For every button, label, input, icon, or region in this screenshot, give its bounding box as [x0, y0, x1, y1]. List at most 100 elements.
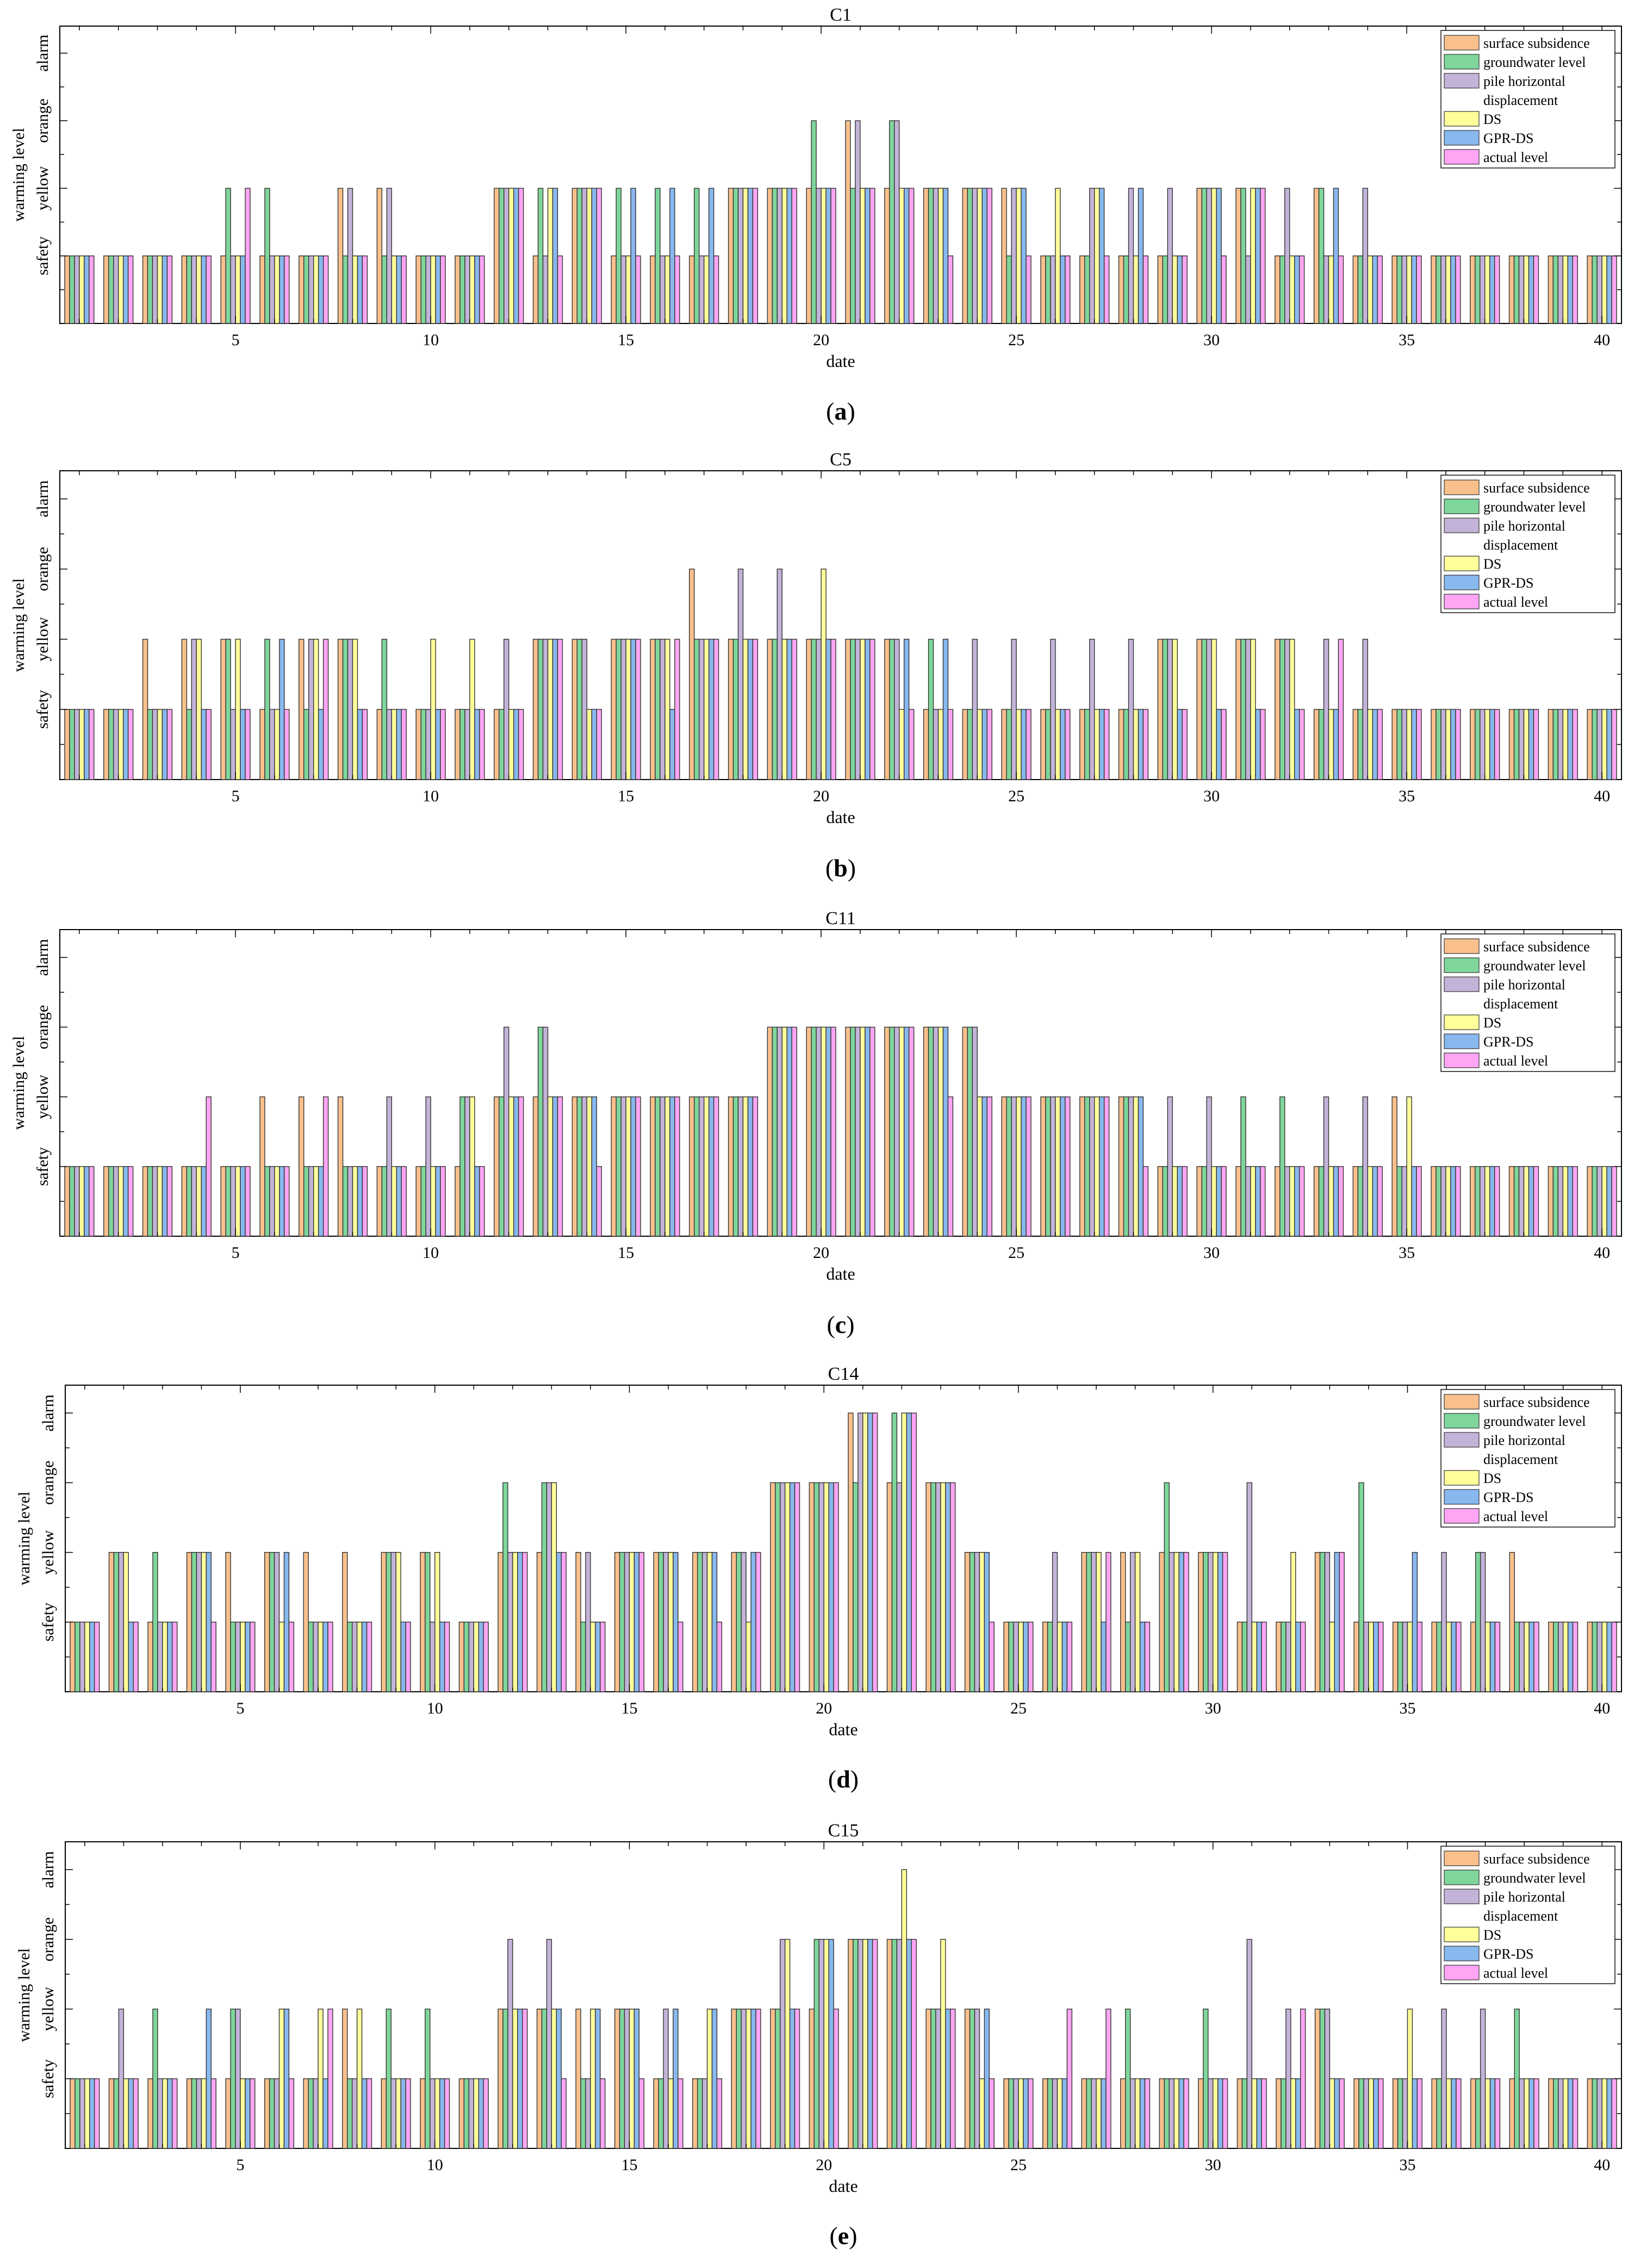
bar	[362, 709, 368, 780]
bar	[1061, 1622, 1068, 1692]
bar	[789, 1482, 796, 1692]
bar	[964, 2008, 971, 2149]
bar	[933, 1026, 939, 1237]
bar	[196, 1166, 202, 1237]
bar	[240, 255, 246, 324]
bar	[697, 1552, 703, 1692]
bar	[828, 1939, 834, 2149]
y-tick-label: alarm	[34, 939, 52, 976]
bar	[351, 2078, 358, 2149]
series-surface-subsidence	[64, 1026, 1593, 1237]
bar	[259, 255, 265, 324]
bar	[664, 639, 670, 780]
bar	[692, 2078, 698, 2149]
bar	[225, 1166, 231, 1237]
bar	[440, 1166, 446, 1237]
chart-title: C1	[830, 5, 852, 25]
bar	[596, 1166, 602, 1237]
bar	[611, 1096, 617, 1237]
bar	[731, 2008, 737, 2149]
bar	[942, 188, 949, 324]
bar	[463, 2078, 470, 2149]
bar	[279, 639, 285, 780]
bar	[206, 1096, 212, 1237]
bar	[1372, 255, 1378, 324]
bar	[1592, 1622, 1598, 1692]
bar	[633, 1552, 640, 1692]
bar	[1182, 255, 1188, 324]
bar	[1406, 1096, 1412, 1237]
legend-swatch-surface-subsidence	[1444, 1394, 1480, 1410]
bar	[89, 1166, 95, 1237]
bar	[1441, 1552, 1447, 1692]
chart-title: C14	[828, 1364, 859, 1384]
bar	[430, 1622, 436, 1692]
bar	[1431, 1166, 1437, 1237]
bar	[1480, 255, 1486, 324]
bar	[1445, 709, 1451, 780]
bar	[1489, 2078, 1496, 2149]
bar	[186, 709, 192, 780]
bar	[1040, 709, 1046, 780]
plot-frame	[59, 929, 1622, 1237]
bar	[1081, 1552, 1087, 1692]
bar	[886, 1482, 893, 1692]
bar	[581, 639, 587, 780]
series-groundwater-level	[74, 1939, 1598, 2149]
bar	[400, 1622, 406, 1692]
bar	[1211, 1166, 1217, 1237]
bar	[313, 1166, 319, 1237]
bar	[1557, 709, 1564, 780]
bar	[504, 1026, 509, 1237]
bar	[1157, 639, 1164, 780]
bar	[1255, 1166, 1261, 1237]
bar	[1167, 188, 1173, 324]
bar	[969, 1552, 975, 1692]
bar	[591, 1096, 597, 1237]
bar	[638, 2078, 644, 2149]
bar	[1548, 1166, 1554, 1237]
bar	[1391, 255, 1397, 324]
legend-swatch-groundwater-level	[1444, 1413, 1480, 1429]
x-tick-label: 25	[1010, 1699, 1027, 1717]
bar	[674, 1096, 680, 1237]
bar	[1572, 2078, 1579, 2149]
bar	[464, 255, 470, 324]
bar	[894, 1026, 900, 1237]
bar	[166, 255, 173, 324]
bar	[1275, 255, 1281, 324]
bar	[1587, 1622, 1593, 1692]
bar	[1397, 2078, 1403, 2149]
bar	[1606, 709, 1612, 780]
bar	[152, 709, 158, 780]
bar	[89, 2078, 95, 2149]
bar	[1508, 255, 1515, 324]
bar	[1416, 1622, 1423, 1692]
bar	[791, 639, 797, 780]
bar	[585, 2078, 591, 2149]
bar	[113, 1552, 120, 1692]
bar	[299, 639, 305, 780]
bar	[69, 709, 75, 780]
bar	[860, 188, 866, 324]
x-tick-label: 15	[618, 331, 634, 349]
bar	[1060, 1096, 1066, 1237]
bar	[250, 1622, 256, 1692]
bar	[1508, 1166, 1515, 1237]
bar	[278, 2008, 285, 2149]
bar	[986, 709, 992, 780]
bar	[494, 1096, 500, 1237]
bar	[499, 188, 505, 324]
bar	[1021, 1096, 1027, 1237]
bar	[1251, 1622, 1257, 1692]
bar	[1016, 1096, 1022, 1237]
bar	[962, 1026, 968, 1237]
bar	[1523, 255, 1530, 324]
bar	[825, 188, 831, 324]
series-gpr-ds	[84, 188, 1612, 324]
x-tick-label: 35	[1399, 1699, 1415, 1717]
legend: surface subsidence groundwater level pile …	[1440, 1846, 1615, 1984]
bar	[1089, 1096, 1095, 1237]
y-axis-label: warming level	[10, 578, 28, 672]
bar	[619, 1552, 625, 1692]
